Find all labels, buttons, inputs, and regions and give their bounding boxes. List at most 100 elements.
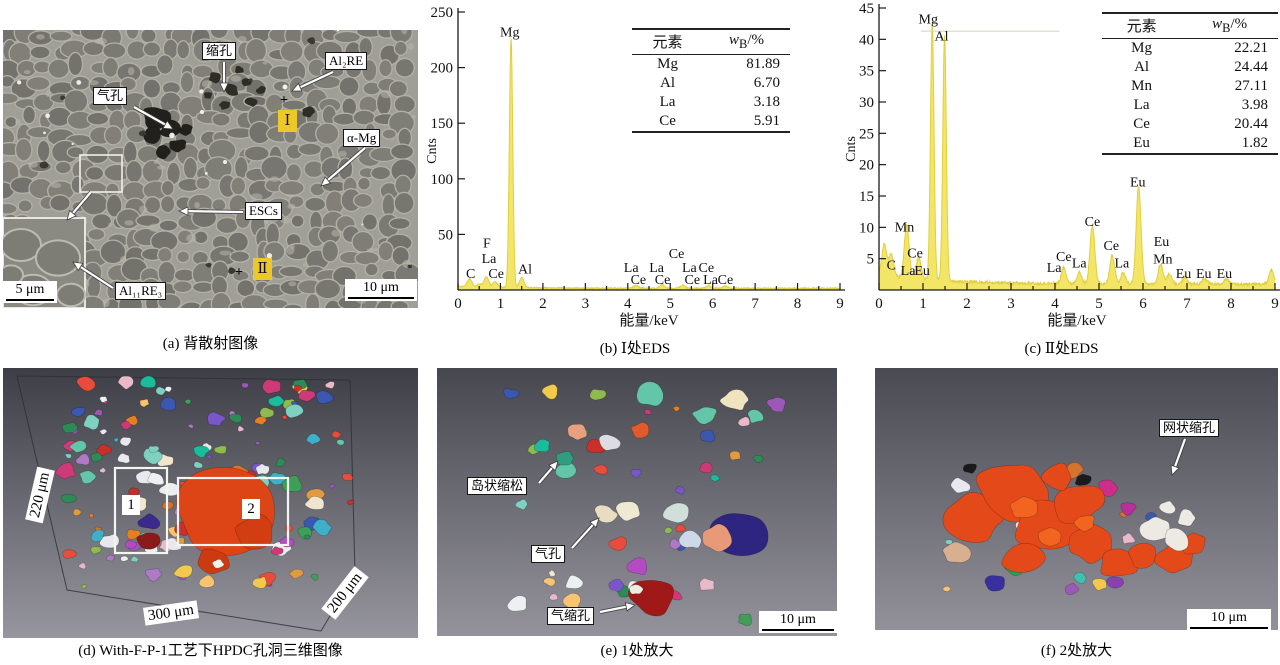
grain (17, 199, 33, 213)
grain (338, 76, 360, 97)
element-cell: Ce (659, 113, 676, 129)
panel-f-region2: 网状缩孔 10 μm (875, 368, 1278, 630)
grain (333, 30, 362, 44)
shape (1174, 438, 1187, 467)
pore-blob (184, 398, 192, 405)
annotation-label: 网状缩孔 (1159, 419, 1220, 437)
pore-blob (548, 569, 556, 577)
pore-blob (61, 493, 77, 503)
pore-blob (630, 422, 650, 439)
pore-blob (147, 472, 165, 486)
eutectic (194, 201, 200, 209)
annotation-label: 岛状缩松 (467, 477, 528, 495)
x-tick-label: 4 (624, 296, 632, 312)
peak-label: La (482, 252, 498, 267)
pore-blob (193, 445, 210, 458)
pore-blob (271, 546, 284, 555)
value-cell: 3.98 (1241, 97, 1268, 113)
panel-c-caption: (c) Ⅱ处EDS (1024, 341, 1099, 357)
grain (388, 80, 408, 98)
grain (102, 56, 120, 78)
grain (361, 213, 379, 231)
annotation-label: 气孔 (93, 87, 128, 105)
pore-blob (117, 375, 134, 390)
eds-element-table: 元素 wB/% Mg 81.89 Al 6.70 La 3.18 Ce 5.91 (632, 30, 790, 131)
pore-blob (89, 513, 94, 518)
grain (370, 165, 392, 181)
y-tick-label: 250 (431, 5, 454, 21)
white-network-pore (1164, 527, 1189, 552)
scale-bar-line (762, 629, 834, 631)
grain (159, 195, 176, 214)
shape (1170, 464, 1180, 476)
shape (589, 517, 600, 529)
eutectic (157, 165, 167, 170)
table-header-element: 元素 (632, 30, 704, 55)
pore-blob (255, 441, 261, 445)
annotation-label: α-Mg (343, 129, 381, 147)
grain (393, 94, 416, 114)
gas-pore-blob (594, 504, 618, 523)
panel-c-eds-chart: 0 1 2 3 4 5 6 7 8 9 5 10 15 20 25 30 35 40 45 能量/keV Cnts C Mn… (843, 0, 1280, 335)
eutectic (107, 223, 113, 227)
shape (320, 176, 332, 187)
grain (314, 278, 342, 300)
pore-blob (306, 433, 321, 445)
marker-Ⅱ: Ⅱ (253, 258, 272, 280)
pore-blob (1106, 576, 1124, 589)
pore-blob (198, 574, 215, 588)
shrinkage-pore (218, 100, 231, 110)
grain (278, 180, 305, 197)
y-tick-label: 150 (431, 116, 454, 132)
orange-network-pore (1040, 462, 1072, 492)
shape (187, 210, 244, 214)
element-cell: La (659, 94, 676, 110)
element-cell: Mg (1131, 40, 1153, 56)
gas-pore (143, 126, 162, 145)
pore-blob (76, 376, 96, 392)
pore-blob (636, 381, 664, 407)
pore-blob (942, 541, 972, 563)
peak-label: Eu (1176, 267, 1192, 282)
eutectic (338, 150, 347, 157)
grain (22, 105, 37, 125)
peak-label: Eu (1154, 235, 1170, 250)
x-tick-label: 1 (497, 296, 505, 312)
peak-label: Ce (1085, 215, 1101, 230)
grain (3, 202, 18, 215)
eutectic (153, 160, 159, 164)
eutectic (94, 40, 103, 44)
table-header-value: wB/% (1181, 14, 1278, 39)
scale-bar: 10 μm (759, 611, 837, 633)
grain (191, 281, 215, 294)
shrinkage-pore (203, 92, 213, 99)
pore-blob (533, 438, 550, 453)
shape (72, 191, 92, 214)
bright-particle (336, 30, 340, 32)
eds-spectrum-II: 0 1 2 3 4 5 6 7 8 951015202530354045能量/keVCntsCMn… (844, 1, 1280, 329)
grain (240, 293, 268, 308)
plus-marker-icon: + (235, 265, 243, 280)
peak-label: Al (518, 262, 532, 277)
x-tick-label: 6 (1139, 296, 1147, 312)
dark-speck (306, 37, 316, 45)
table-row: Ce 5.91 (632, 112, 790, 131)
region2-render (875, 368, 1278, 630)
pore-blob (675, 524, 687, 533)
scale-bar: 10 μm (345, 279, 417, 301)
pore-blob (515, 498, 528, 511)
annotation-label: 气缩孔 (547, 607, 595, 625)
shape (538, 467, 553, 484)
pore-blob (565, 574, 584, 589)
grain (282, 303, 304, 308)
pore-blob (766, 396, 786, 413)
pore-blob (275, 457, 286, 467)
grain (378, 59, 393, 78)
bse-micrograph (3, 30, 418, 308)
value-cell: 1.82 (1241, 135, 1268, 151)
eutectic (119, 256, 127, 263)
grain (179, 71, 195, 94)
scale-bar-line (1190, 627, 1268, 629)
element-cell: Mg (657, 56, 678, 72)
value-cell: 24.44 (1234, 59, 1268, 75)
